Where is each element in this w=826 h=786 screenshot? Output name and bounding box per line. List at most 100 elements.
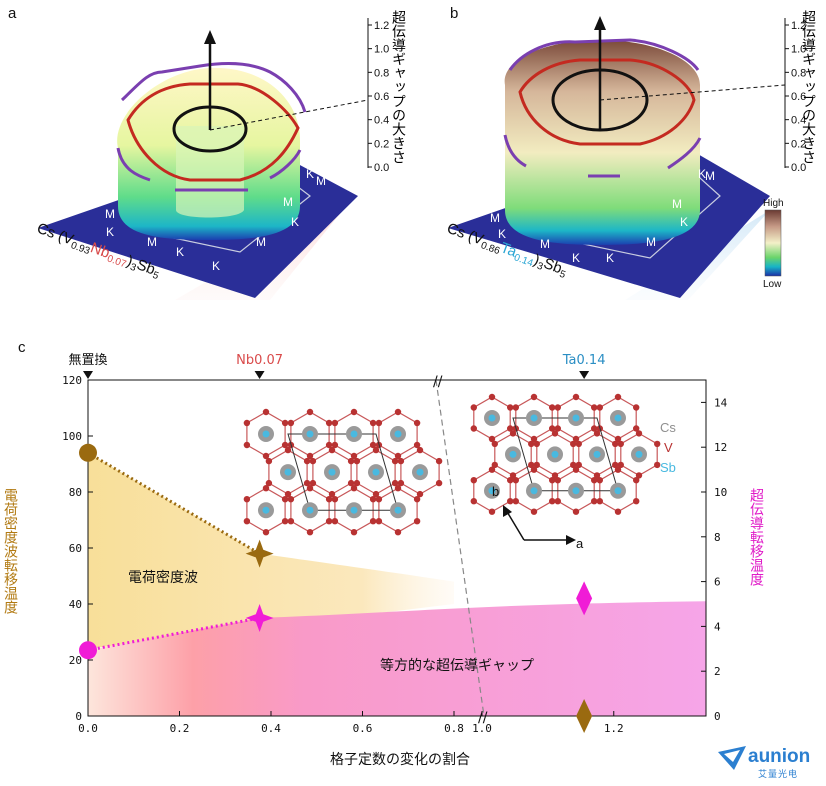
sb-atom: [572, 414, 580, 422]
v-atom: [394, 529, 402, 536]
v-atom: [488, 393, 496, 401]
bz-a-label-M: M: [283, 195, 293, 209]
y-left-tick-label: 20: [69, 654, 82, 667]
v-atom: [331, 496, 339, 503]
colorbar-low-label: Low: [763, 279, 782, 290]
v-atom: [528, 440, 535, 448]
sb-atom: [262, 430, 270, 438]
v-atom: [635, 430, 643, 437]
v-atom: [614, 466, 622, 473]
v-atom: [262, 485, 270, 492]
v-atom: [243, 419, 251, 427]
v-atom: [413, 441, 421, 449]
y-right-tick-label: 4: [714, 620, 721, 633]
lattice-axes: a b: [492, 484, 584, 551]
v-atom: [575, 440, 582, 448]
v-atom: [350, 529, 358, 536]
bz-a-label-K: K: [212, 259, 220, 273]
bz-b-label-K: K: [498, 227, 506, 241]
v-atom: [347, 457, 355, 465]
v-atom: [331, 419, 339, 427]
v-atom: [265, 479, 273, 487]
v-atom: [488, 435, 496, 443]
v-atom: [375, 419, 383, 427]
v-atom: [596, 404, 603, 411]
x-tick-label: 0.6: [353, 722, 373, 735]
outer-contour-top-a: [120, 62, 307, 113]
watermark-text: aunion: [748, 746, 811, 767]
y-right-tick-label: 6: [714, 576, 721, 589]
y-right-axis-title: 超伝導転移温度: [748, 488, 764, 586]
v-atom: [397, 479, 405, 487]
v-atom: [372, 446, 380, 454]
v-atom: [347, 479, 355, 487]
cdw-region: [88, 452, 454, 649]
v-atom: [331, 441, 339, 449]
y-left-tick-label: 0: [75, 710, 82, 723]
bz-b-label-K: K: [484, 189, 492, 203]
y-right-tick-label: 14: [714, 396, 728, 409]
sb-atom: [416, 468, 424, 476]
sb-atom: [635, 450, 643, 458]
bz-b-label-M: M: [540, 237, 550, 251]
y-right-tick-label: 0: [714, 710, 721, 723]
v-atom: [413, 419, 421, 427]
sc-region: [88, 601, 706, 716]
v-atom: [394, 408, 402, 416]
series-line-SC: [87, 616, 260, 652]
v-atom: [306, 529, 314, 536]
v-atom: [507, 404, 514, 411]
axis-arrowhead-a: [204, 30, 216, 44]
v-atom: [530, 435, 538, 443]
v-atom: [265, 457, 273, 465]
v-atom: [488, 466, 496, 473]
v-atom: [470, 477, 477, 484]
bz-a-label-K: K: [291, 215, 299, 229]
atom-legend: Cs V Sb: [660, 420, 676, 475]
v-atom: [509, 472, 517, 479]
sb-atom: [306, 430, 314, 438]
data-point-CDW-diamond: [576, 699, 593, 733]
x-tick-label: 0.4: [261, 722, 281, 735]
panel-c-letter: c: [18, 339, 26, 356]
sb-atom: [488, 414, 496, 422]
red-contour-a: [126, 82, 300, 182]
dash-link-a: [209, 99, 369, 131]
v-atom: [528, 461, 535, 469]
sb-atom: [551, 450, 559, 458]
v-atom: [509, 430, 517, 437]
v-atom: [391, 457, 399, 465]
axis-break-top: //: [433, 374, 443, 390]
y-left-axis-title: 電荷密度波転移温度: [2, 488, 18, 614]
v-atom: [591, 498, 598, 505]
y-left-tick-label: 40: [69, 598, 82, 611]
v-atom: [328, 446, 336, 454]
top-marker-label: Ta0.14: [562, 353, 606, 368]
v-atom: [617, 440, 624, 448]
bz-b-label-M: M: [646, 235, 656, 249]
v-atom: [591, 425, 598, 432]
v-atom: [353, 479, 361, 487]
v-atom: [572, 508, 580, 515]
v-atom: [570, 461, 577, 469]
gap-b-tick-label: 0.2: [791, 138, 806, 150]
v-atom: [612, 440, 619, 448]
v-atom: [554, 425, 561, 432]
y-right-tick-label: 12: [714, 441, 727, 454]
crystal-structure-ta: [470, 393, 661, 515]
v-atom: [591, 477, 598, 484]
colorbar-high-label: High: [763, 198, 784, 209]
top-marker-label: Nb0.07: [236, 353, 283, 368]
gap-a-tick-label: 0.0: [374, 162, 389, 174]
v-atom: [303, 479, 311, 487]
v-atom: [394, 485, 402, 492]
v-atom: [369, 518, 377, 525]
v-atom: [325, 441, 333, 449]
top-marker-label: 無置換: [68, 353, 107, 368]
gap-a-tick-label: 0.2: [374, 138, 389, 150]
sb-atom: [394, 506, 402, 514]
sb-atom: [593, 450, 601, 458]
y-right-tick-label: 8: [714, 531, 721, 544]
v-atom: [372, 490, 380, 498]
